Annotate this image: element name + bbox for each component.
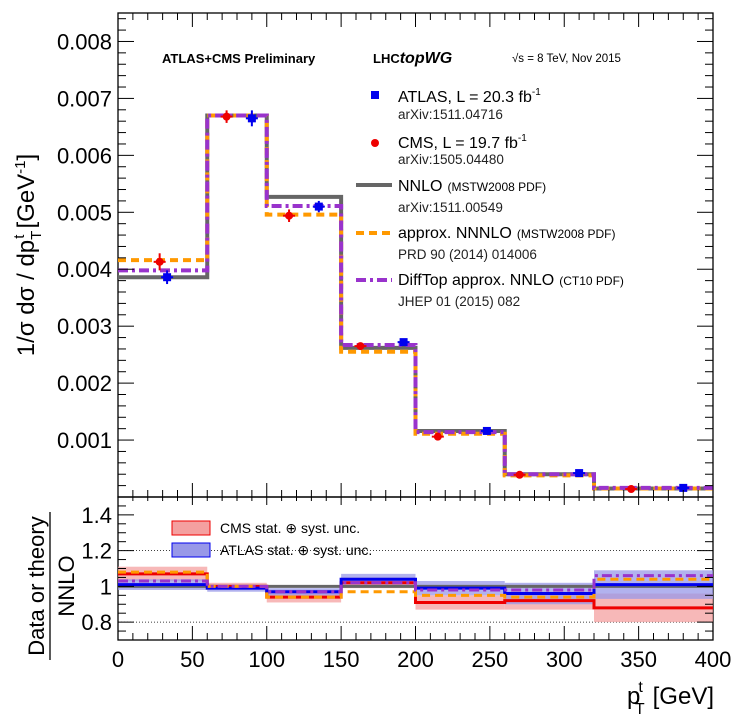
y-tick-label-main: 0.001 <box>57 428 112 453</box>
x-tick-label: 200 <box>397 647 434 672</box>
data-points <box>153 110 690 494</box>
ratio-lines <box>118 570 713 610</box>
nnlo-legend-ref: arXiv:1511.00549 <box>398 200 503 215</box>
y-tick-label-ratio: 0.8 <box>81 610 112 635</box>
axis-ticks <box>117 13 714 641</box>
atlas-band-legend-label: ATLAS stat. ⊕ syst. unc. <box>220 542 372 558</box>
cms-legend-ref: arXiv:1505.04480 <box>398 152 504 167</box>
cms-point <box>155 257 164 266</box>
ratio-y-label-denominator: NNLO <box>54 555 79 616</box>
y-tick-label-ratio: 1.2 <box>81 539 112 564</box>
atlas-legend-ref: arXiv:1511.04716 <box>398 107 503 122</box>
cms-legend-marker <box>371 139 379 147</box>
y-tick-label-main: 0.006 <box>57 143 112 168</box>
cms-band-legend-swatch <box>171 520 211 536</box>
x-axis-label: pt T [GeV] <box>627 679 714 718</box>
cms-legend-label: CMS, L = 19.7 fb-1 <box>398 133 527 152</box>
atlas-point <box>399 338 408 347</box>
cms-point <box>285 211 294 220</box>
ratio-y-axis-label: Data or theory NNLO <box>24 512 79 660</box>
atlas-band-legend-swatch <box>171 542 211 558</box>
main-y-axis-label: 1/σ dσ / dpTt[GeV-1] <box>11 154 45 356</box>
legend: ATLAS, L = 20.3 fb-1 arXiv:1511.04716 CM… <box>356 87 624 309</box>
cms-point <box>222 112 231 121</box>
ratio-legend: CMS stat. ⊕ syst. unc. ATLAS stat. ⊕ sys… <box>171 520 372 558</box>
difftop-legend-label: DiffTop approx. NNLO (CT10 PDF) <box>398 272 624 289</box>
atlas-point <box>314 202 323 211</box>
y-tick-label-ratio: 1.4 <box>81 503 112 528</box>
y-tick-label-main: 0.008 <box>57 29 112 54</box>
y-tick-label-main: 0.007 <box>57 86 112 111</box>
cms-point <box>433 432 442 441</box>
x-tick-label: 0 <box>112 647 124 672</box>
y-tick-label-main: 0.002 <box>57 371 112 396</box>
ratio-y-label-numerator: Data or theory <box>24 516 49 655</box>
annnlo-legend-ref: PRD 90 (2014) 014006 <box>398 247 537 262</box>
cms-point <box>356 342 365 351</box>
y-tick-label-ratio: 1 <box>100 574 112 599</box>
atlas-point <box>575 469 584 478</box>
y-tick-label-main: 0.004 <box>57 257 112 282</box>
x-tick-label: 400 <box>695 647 732 672</box>
lhc-label: LHCtopWG <box>373 50 452 67</box>
cms-band-legend-label: CMS stat. ⊕ syst. unc. <box>220 520 360 536</box>
y-tick-label-main: 0.005 <box>57 200 112 225</box>
x-tick-label: 100 <box>248 647 285 672</box>
difftop-legend-ref: JHEP 01 (2015) 082 <box>398 294 520 309</box>
axis-tick-labels: 0 50 100 150 200 250 300 350 400 0.001 0.002 0.003 0… <box>57 29 731 672</box>
x-tick-label: 300 <box>546 647 583 672</box>
x-tick-label: 150 <box>323 647 360 672</box>
y-tick-label-main: 0.003 <box>57 314 112 339</box>
energy-label: √s = 8 TeV, Nov 2015 <box>512 52 621 65</box>
x-tick-label: 350 <box>620 647 657 672</box>
nnlo-legend-label: NNLO (MSTW2008 PDF) <box>398 178 546 195</box>
atlas-legend-label: ATLAS, L = 20.3 fb-1 <box>398 87 541 106</box>
ratio-line-1 <box>118 577 713 596</box>
cms-point <box>515 470 524 479</box>
atlas-point <box>247 114 256 123</box>
atlas-point <box>163 273 172 282</box>
collab-label: ATLAS+CMS Preliminary <box>162 51 316 66</box>
atlas-point <box>679 483 688 492</box>
ratio-line-2 <box>118 570 713 599</box>
x-tick-label: 50 <box>180 647 204 672</box>
atlas-point <box>482 426 491 435</box>
atlas-legend-marker <box>371 91 379 99</box>
annnlo-legend-label: approx. NNNLO (MSTW2008 PDF) <box>398 225 616 242</box>
x-tick-label: 250 <box>472 647 509 672</box>
cms-point <box>627 485 636 494</box>
